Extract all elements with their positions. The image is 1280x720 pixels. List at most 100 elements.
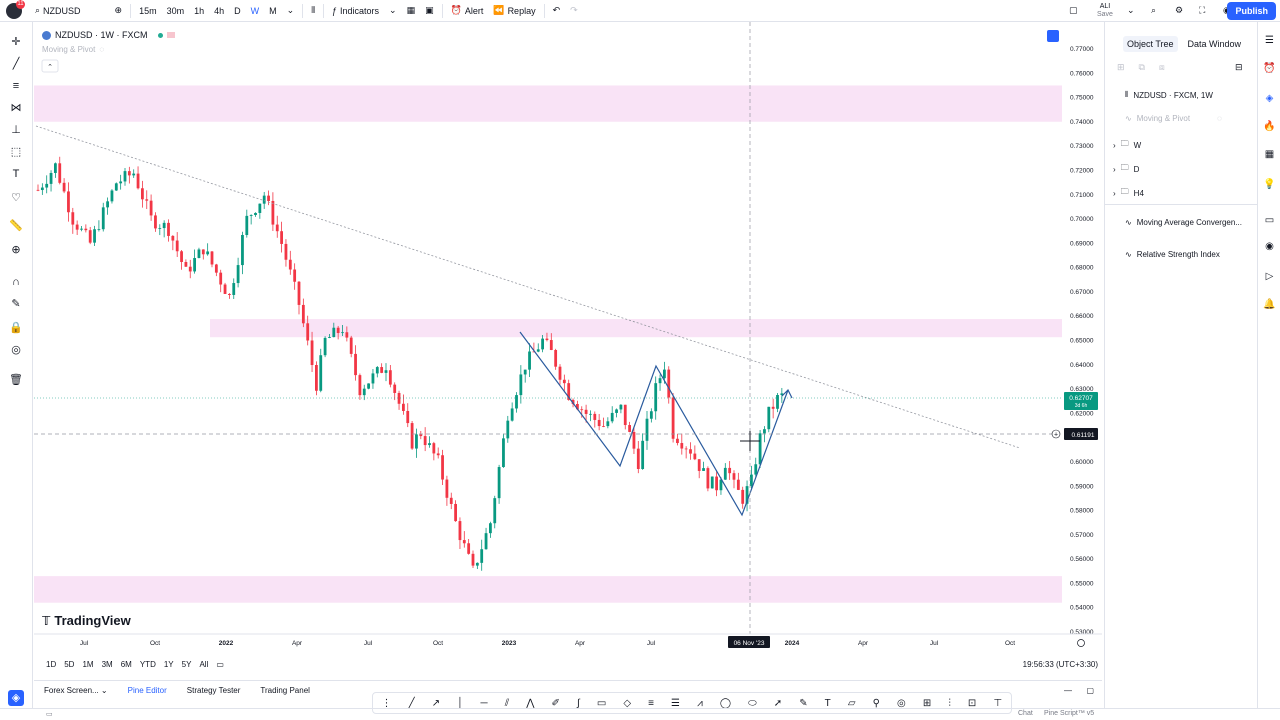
fib-icon[interactable]: ≡ [12, 80, 20, 92]
long-position-icon[interactable]: ⫶ [948, 697, 951, 709]
user-menu[interactable]: ALI Save [1092, 0, 1118, 22]
pin-tool-icon[interactable]: ⚲ [872, 697, 880, 709]
interval-w[interactable]: W [246, 0, 265, 22]
snapshot-button[interactable]: ◉ [1218, 0, 1236, 22]
forecast-icon[interactable]: ⊡ [967, 697, 977, 709]
ruler-icon[interactable]: 📏 [9, 220, 23, 232]
fullscreen-button[interactable]: ⛶ [1194, 0, 1210, 22]
replay-button[interactable]: ⏪ Replay [488, 0, 540, 22]
ideas-icon[interactable]: 💡 [1263, 179, 1276, 190]
path-tool-icon[interactable]: ⋀ [526, 697, 535, 709]
parallel-channel-icon[interactable]: ⫽ [504, 697, 510, 709]
interval-15m[interactable]: 15m [134, 0, 162, 22]
pitchfork-icon[interactable]: ≡ [648, 697, 654, 709]
arrow-tool-icon[interactable]: ➚ [773, 697, 783, 709]
layout-button[interactable]: ▢ [1064, 0, 1083, 22]
trendline-icon[interactable]: ╱ [12, 58, 20, 70]
brush-tool-icon[interactable]: ✐ [551, 697, 560, 709]
drag-handle-icon[interactable]: ⋮ [381, 697, 392, 709]
quick-search-button[interactable]: ⌕ [1146, 0, 1161, 22]
range-5y[interactable]: 5Y [181, 659, 192, 669]
curve-tool-icon[interactable]: ∫ [576, 697, 580, 709]
eye-off-icon[interactable]: ◌ [1217, 114, 1222, 123]
range-5d[interactable]: 5D [64, 659, 75, 669]
range-3m[interactable]: 3M [101, 659, 113, 669]
copy-icon[interactable]: ⧉ [1138, 62, 1145, 72]
tab-strategy-tester[interactable]: Strategy Tester [186, 686, 241, 695]
tab-forex-screener[interactable]: Forex Screen... ⌄ [34, 686, 118, 695]
indicators-dropdown[interactable]: ⌄ [384, 0, 402, 22]
pencil-lock-icon[interactable]: ✎ [11, 298, 21, 310]
interval-dropdown[interactable]: ⌄ [282, 0, 300, 22]
measure-icon[interactable]: ⊞ [922, 697, 932, 709]
templates-button[interactable]: ▦ [402, 0, 421, 22]
settings-button[interactable]: ⚙ [1170, 0, 1188, 22]
interval-4h[interactable]: 4h [209, 0, 229, 22]
manage-icon[interactable]: ⊟ [1235, 62, 1243, 72]
zoom-icon[interactable]: ⊕ [11, 244, 21, 256]
tab-data-window[interactable]: Data Window [1187, 39, 1242, 49]
symbol-search[interactable]: ⌕ NZDUSD [30, 0, 86, 22]
maximize-icon[interactable]: ▢ [1086, 686, 1094, 695]
tree-group-w[interactable]: › 🗀 W [1113, 138, 1141, 152]
ray-tool-icon[interactable]: ↗ [431, 697, 441, 709]
ellipse-tool-icon[interactable]: ⬭ [748, 697, 757, 709]
crosshair-icon[interactable]: ✛ [11, 36, 21, 48]
tree-group-h4[interactable]: › 🗀 H4 [1113, 186, 1144, 200]
vertical-line-icon[interactable]: │ [457, 697, 464, 709]
compare-button[interactable]: ⊕ [110, 0, 128, 22]
price-chart[interactable]: 0.77000 0.76000 0.75000 0.74000 0.73000 0.720… [34, 22, 1102, 654]
tree-item-macd[interactable]: ∿ Moving Average Convergen... [1125, 218, 1242, 227]
interval-30m[interactable]: 30m [162, 0, 190, 22]
fib-tool-icon[interactable]: ☰ [671, 697, 681, 709]
range-ytd[interactable]: YTD [139, 659, 156, 669]
chart-type-button[interactable]: ⫴ [306, 0, 320, 22]
tree-item-moving-pivot[interactable]: ∿ Moving & Pivot ◌ [1125, 114, 1222, 123]
highlighter-icon[interactable]: ✎ [799, 697, 808, 709]
xabcd-icon[interactable]: ⩘ [697, 697, 703, 709]
cross-tool-icon[interactable]: ⊤ [993, 697, 1003, 709]
new-group-icon[interactable]: ⊞ [1117, 62, 1125, 72]
goto-date-icon[interactable]: ▭ [216, 659, 224, 669]
note-tool-icon[interactable]: ▱ [847, 697, 856, 709]
tab-trading-panel[interactable]: Trading Panel [260, 686, 310, 695]
watchlist-icon[interactable]: ☰ [1265, 35, 1274, 46]
tab-object-tree[interactable]: Object Tree [1123, 36, 1178, 52]
trendline-tool-icon[interactable]: ╱ [408, 697, 415, 709]
tree-item-rsi[interactable]: ∿ Relative Strength Index [1125, 250, 1220, 259]
alert-button[interactable]: ⏰ Alert [446, 0, 489, 22]
range-1d[interactable]: 1D [46, 659, 57, 669]
chat-link[interactable]: Chat [1018, 710, 1033, 717]
calendar-icon[interactable]: ▦ [1264, 149, 1275, 160]
object-tree-toggle-icon[interactable]: ◈ [8, 690, 24, 706]
rectangle-tool-icon[interactable]: ▭ [596, 697, 607, 709]
redo-button[interactable]: ↷ [565, 0, 583, 22]
notifications-icon[interactable]: 🔔 [1263, 299, 1276, 310]
pine-button[interactable]: ▣ [420, 0, 439, 22]
pattern-icon[interactable]: ⋈ [10, 102, 22, 114]
indicator-legend[interactable]: Moving & Pivot ◌ [42, 45, 104, 54]
tree-item-symbol[interactable]: ⫴ NZDUSD · FXCM, 1W [1125, 90, 1213, 100]
play-icon[interactable]: ▷ [1265, 271, 1274, 282]
eye-icon[interactable]: ◎ [11, 344, 21, 356]
heart-icon[interactable]: ♡ [11, 192, 21, 204]
range-6m[interactable]: 6M [120, 659, 132, 669]
user-dropdown[interactable]: ⌄ [1122, 0, 1140, 22]
horizontal-line-icon[interactable]: ─ [480, 697, 488, 709]
lock-icon[interactable]: 🔒 [9, 322, 23, 334]
text-tool-icon[interactable]: T [824, 697, 831, 709]
interval-1h[interactable]: 1h [189, 0, 209, 22]
rotated-rect-icon[interactable]: ◇ [623, 697, 632, 709]
eye-off-icon[interactable]: ◌ [99, 45, 105, 54]
range-1y[interactable]: 1Y [163, 659, 174, 669]
range-1m[interactable]: 1M [82, 659, 94, 669]
alarm-icon[interactable]: ⏰ [1263, 63, 1276, 74]
undo-button[interactable]: ↶ [548, 0, 566, 22]
expand-icon[interactable]: ▭ [46, 711, 53, 718]
tree-group-d[interactable]: › 🗀 D [1113, 162, 1139, 176]
hotlist-icon[interactable]: 🔥 [1263, 121, 1276, 132]
interval-d[interactable]: D [229, 0, 246, 22]
range-all[interactable]: All [199, 659, 209, 669]
tab-pine-editor[interactable]: Pine Editor [127, 686, 167, 695]
publish-button[interactable]: Publish [1227, 2, 1276, 20]
